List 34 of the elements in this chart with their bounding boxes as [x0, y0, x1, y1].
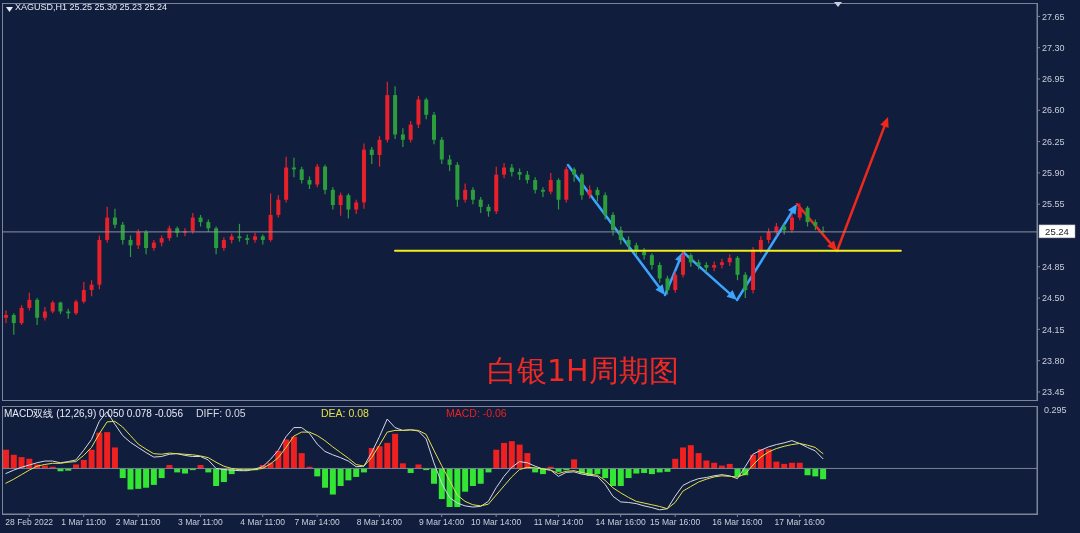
- x-tick-label: 3 Mar 11:00: [178, 517, 224, 528]
- y-tick-label: 27.65: [1042, 11, 1065, 22]
- x-tick-label: 28 Feb 2022: [5, 517, 54, 528]
- y-tick-label: 24.15: [1042, 324, 1065, 335]
- x-tick-label: 7 Mar 14:00: [294, 517, 341, 528]
- y-tick-label: 25.90: [1042, 168, 1065, 179]
- y-tick-label: 26.60: [1042, 105, 1065, 116]
- text: MACD: -0.06: [446, 407, 507, 420]
- x-tick-label: 8 Mar 14:00: [356, 517, 403, 528]
- x-tick-label: 14 Mar 16:00: [595, 517, 646, 528]
- y-tick-label: 27.30: [1042, 42, 1065, 53]
- y-tick-label: 24.50: [1042, 293, 1065, 304]
- text: DIFF: 0.05: [196, 407, 246, 420]
- text: 0.295: [1044, 405, 1067, 416]
- chart-title: MACD双线 (12,26,9) 0.050 0.078 -0.056: [4, 408, 183, 419]
- annotation: 白银1H周期图: [487, 353, 679, 388]
- x-tick-label: 2 Mar 11:00: [115, 517, 161, 528]
- chart-title: XAGUSD,H1 25.25 25.30 25.23 25.24: [15, 2, 168, 13]
- y-tick-label: 25.55: [1042, 199, 1065, 210]
- x-tick-label: 15 Mar 16:00: [650, 517, 701, 528]
- series-label: DEA: 0.08: [321, 407, 369, 420]
- y-tick-label: 23.45: [1042, 387, 1065, 398]
- y-tick-label: 23.80: [1042, 355, 1065, 366]
- x-tick-label: 10 Mar 14:00: [471, 517, 522, 528]
- x-tick-label: 4 Mar 11:00: [240, 517, 286, 528]
- y-tick-label: 24.85: [1042, 261, 1065, 272]
- ref-line-label: 25.24: [1045, 226, 1069, 238]
- x-tick-label: 16 Mar 16:00: [712, 517, 763, 528]
- x-tick-label: 1 Mar 11:00: [61, 517, 107, 528]
- x-tick-label: 17 Mar 16:00: [774, 517, 825, 528]
- y-tick-label: 26.25: [1042, 136, 1065, 147]
- y-tick-label: 26.95: [1042, 74, 1065, 85]
- x-tick-label: 9 Mar 14:00: [418, 517, 465, 528]
- x-tick-label: 11 Mar 14:00: [533, 517, 584, 528]
